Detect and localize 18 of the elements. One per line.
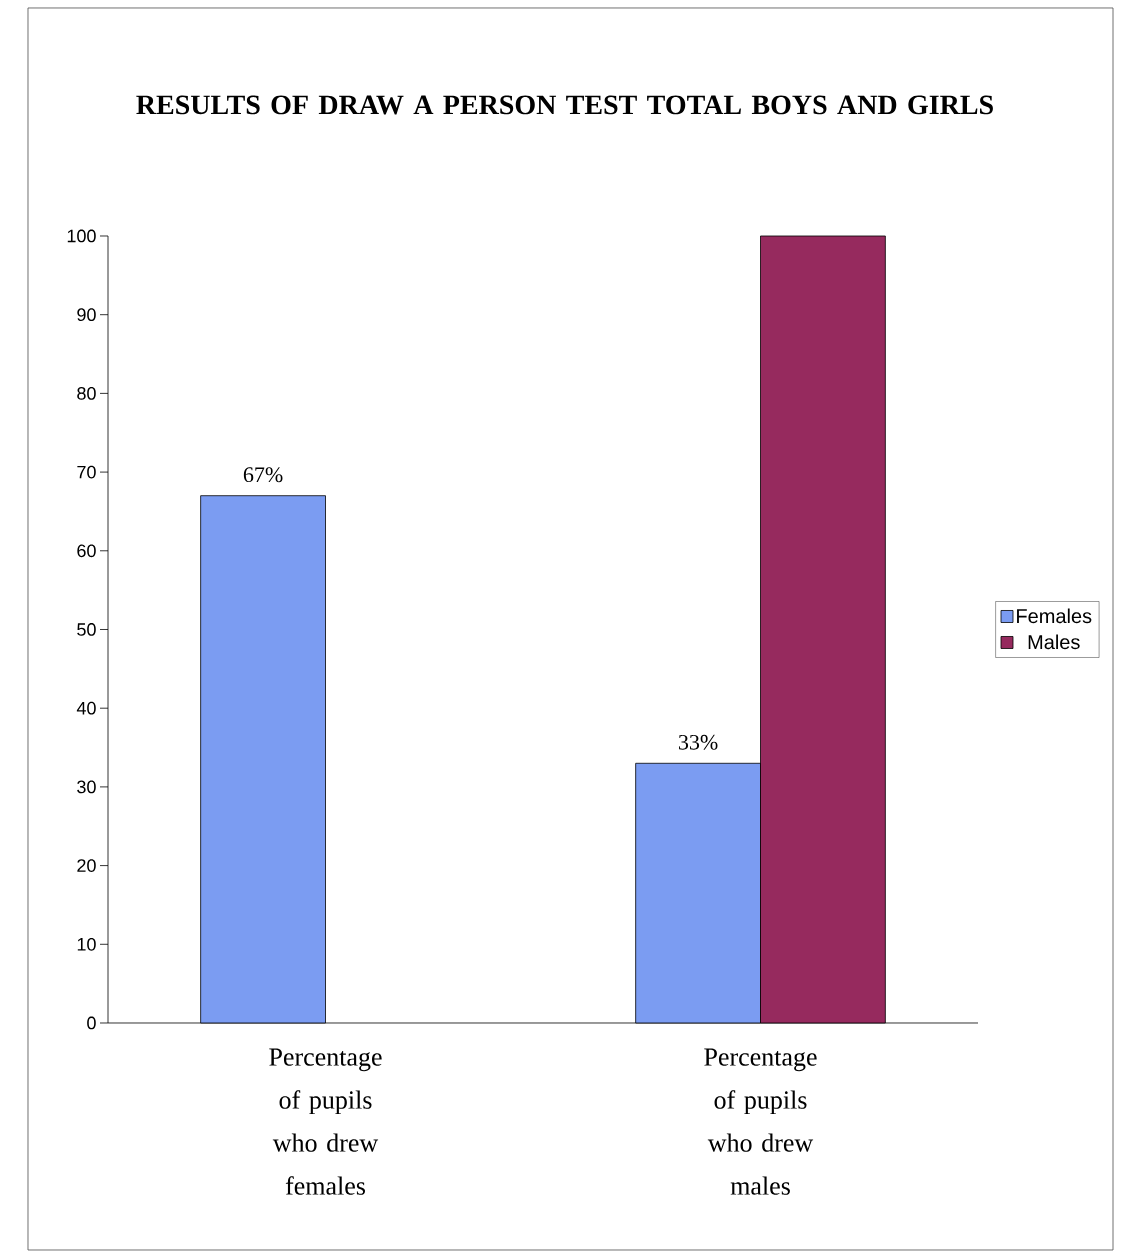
- x-tick-label: Percentage of pupils who drew males: [704, 1048, 817, 1195]
- y-tick-label: 40: [76, 701, 96, 715]
- chart-title: RESULTS OF DRAW A PERSON TEST TOTAL BOYS AND GIRLS: [136, 95, 993, 115]
- y-tick-label: 100: [67, 229, 96, 243]
- legend-label: Males: [1028, 634, 1080, 650]
- data-label: 33%: [678, 734, 718, 750]
- y-tick-label: 30: [77, 780, 96, 794]
- y-tick-label: 10: [77, 937, 96, 951]
- y-tick-label: 50: [77, 623, 96, 636]
- data-label: 67%: [243, 467, 283, 483]
- y-tick-label: 20: [77, 859, 96, 872]
- y-tick-label: 60: [77, 544, 96, 558]
- y-tick-label: 90: [77, 308, 96, 322]
- y-tick-label: 70: [77, 465, 96, 479]
- y-tick-label: 80: [77, 387, 96, 400]
- legend-label: Females: [1017, 608, 1092, 624]
- y-tick-label: 0: [87, 1016, 96, 1030]
- x-tick-label: Percentage of pupils who drew females: [269, 1048, 382, 1195]
